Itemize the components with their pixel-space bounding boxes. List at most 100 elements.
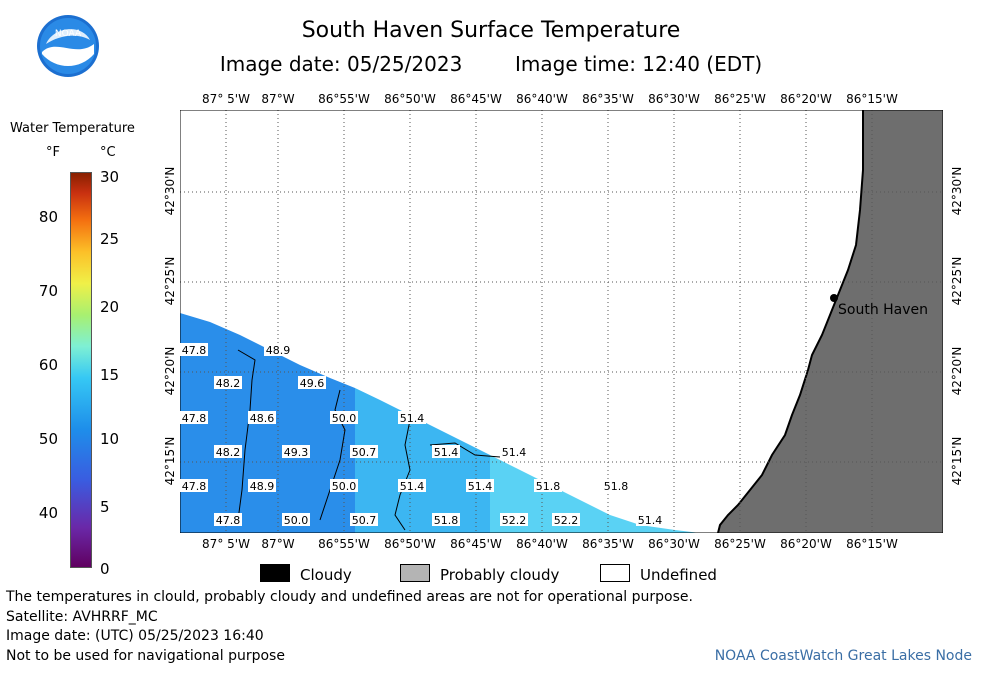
lon-label-bottom: 87° 5'W [202,537,250,551]
page-title: South Haven Surface Temperature [301,18,681,43]
svg-text:51.4: 51.4 [434,446,459,459]
temperature-label: 51.4 [398,479,426,493]
legend-tick-c: 20 [100,298,120,316]
svg-text:47.8: 47.8 [182,480,207,493]
lon-label-bottom: 86°55'W [318,537,370,551]
svg-text:47.8: 47.8 [216,514,241,527]
temperature-label: 51.4 [398,411,426,425]
probably-cloudy-swatch [400,564,430,582]
temperature-label: 52.2 [500,513,528,527]
lon-label-bottom: 87°W [261,537,295,551]
lon-label-top: 87° 5'W [202,92,250,106]
legend-tick-f: 40 [38,504,58,522]
temperature-label: 50.7 [350,513,378,527]
lon-label-top: 86°50'W [384,92,436,106]
noaa-logo-icon: NOAA [36,14,100,78]
temperature-label: 51.8 [432,513,460,527]
undefined-label: Undefined [640,566,717,584]
temperature-label: 47.8 [180,343,208,357]
lon-label-top: 87°W [261,92,295,106]
lon-label-top: 86°35'W [582,92,634,106]
svg-text:49.6: 49.6 [300,377,325,390]
svg-text:51.8: 51.8 [536,480,561,493]
lon-label-top: 86°45'W [450,92,502,106]
location-label: South Haven [838,302,929,318]
utc-date-text: Image date: (UTC) 05/25/2023 16:40 [6,628,264,644]
lon-label-bottom: 86°45'W [450,537,502,551]
credit-link[interactable]: NOAA CoastWatch Great Lakes Node [714,648,972,664]
lon-label-bottom: 86°30'W [648,537,700,551]
temperature-labels: 47.8 48.9 48.2 49.6 47.8 48.6 50.0 51.4 48.2 49.3… [180,343,664,527]
lon-label-top: 86°40'W [516,92,568,106]
svg-text:49.3: 49.3 [284,446,309,459]
legend-tick-c: 0 [100,560,110,578]
temperature-label: 48.2 [214,445,242,459]
temperature-colorbar [70,172,92,568]
legend-tick-f: 60 [38,356,58,374]
probably-cloudy-label: Probably cloudy [440,566,560,584]
svg-text:50.0: 50.0 [284,514,309,527]
logo-text: NOAA [55,29,82,39]
svg-text:48.6: 48.6 [250,412,275,425]
svg-text:51.8: 51.8 [604,480,629,493]
temperature-label: 50.0 [282,513,310,527]
lon-label-bottom: 86°15'W [846,537,898,551]
lake-water-mid [355,388,490,533]
temperature-label: 51.4 [636,513,664,527]
image-time: Image time: 12:40 (EDT) [515,52,763,76]
temperature-label: 50.7 [350,445,378,459]
temperature-label: 50.0 [330,411,358,425]
legend-title: Water Temperature [10,121,135,136]
svg-text:52.2: 52.2 [502,514,527,527]
temperature-label: 49.3 [282,445,310,459]
temperature-label: 47.8 [214,513,242,527]
lon-label-top: 86°30'W [648,92,700,106]
temperature-label: 47.8 [180,411,208,425]
lat-label-left: 42°30'N [163,166,177,216]
legend-tick-f: 70 [38,282,58,300]
undefined-swatch [600,564,630,582]
satellite-text: Satellite: AVHRRF_MC [6,609,158,625]
lake-water-warm [490,455,700,533]
temperature-label: 51.4 [500,445,528,459]
image-date: Image date: 05/25/2023 [219,52,463,76]
lon-label-top: 86°25'W [714,92,766,106]
svg-text:51.4: 51.4 [638,514,663,527]
lon-label-bottom: 86°35'W [582,537,634,551]
lon-label-top: 86°15'W [846,92,898,106]
legend-tick-c: 5 [100,498,110,516]
temperature-label: 51.8 [534,479,562,493]
lat-label-right: 42°30'N [950,166,964,216]
cloudy-swatch [260,564,290,582]
image-datetime: Image date: 05/25/2023 Image time: 12:40… [0,52,982,76]
lon-label-top: 86°20'W [780,92,832,106]
temperature-label: 47.8 [180,479,208,493]
land-michigan [718,110,943,533]
svg-text:47.8: 47.8 [182,344,207,357]
svg-text:48.9: 48.9 [250,480,275,493]
svg-text:47.8: 47.8 [182,412,207,425]
lon-label-bottom: 86°20'W [780,537,832,551]
temperature-label: 51.8 [602,479,630,493]
legend-tick-f: 50 [38,430,58,448]
lat-label-left: 42°15'N [163,436,177,486]
disclaimer-text: The temperatures in clould, probably clo… [6,589,693,605]
svg-text:50.0: 50.0 [332,480,357,493]
legend-tick-c: 10 [100,430,120,448]
lat-label-left: 42°25'N [163,256,177,306]
svg-text:50.0: 50.0 [332,412,357,425]
legend-tick-f: 80 [38,208,58,226]
cloudy-label: Cloudy [300,566,352,584]
svg-text:48.2: 48.2 [216,377,241,390]
sst-map[interactable]: 47.8 48.9 48.2 49.6 47.8 48.6 50.0 51.4 48.2 49.3… [180,110,943,533]
lat-label-left: 42°20'N [163,346,177,396]
svg-text:51.8: 51.8 [434,514,459,527]
lat-label-right: 42°20'N [950,346,964,396]
isotherm-line [319,389,346,521]
lat-label-right: 42°25'N [950,256,964,306]
svg-text:51.4: 51.4 [468,480,493,493]
svg-text:50.7: 50.7 [352,446,377,459]
svg-text:51.4: 51.4 [400,412,425,425]
svg-text:50.7: 50.7 [352,514,377,527]
south-haven-marker-icon[interactable] [830,294,838,302]
